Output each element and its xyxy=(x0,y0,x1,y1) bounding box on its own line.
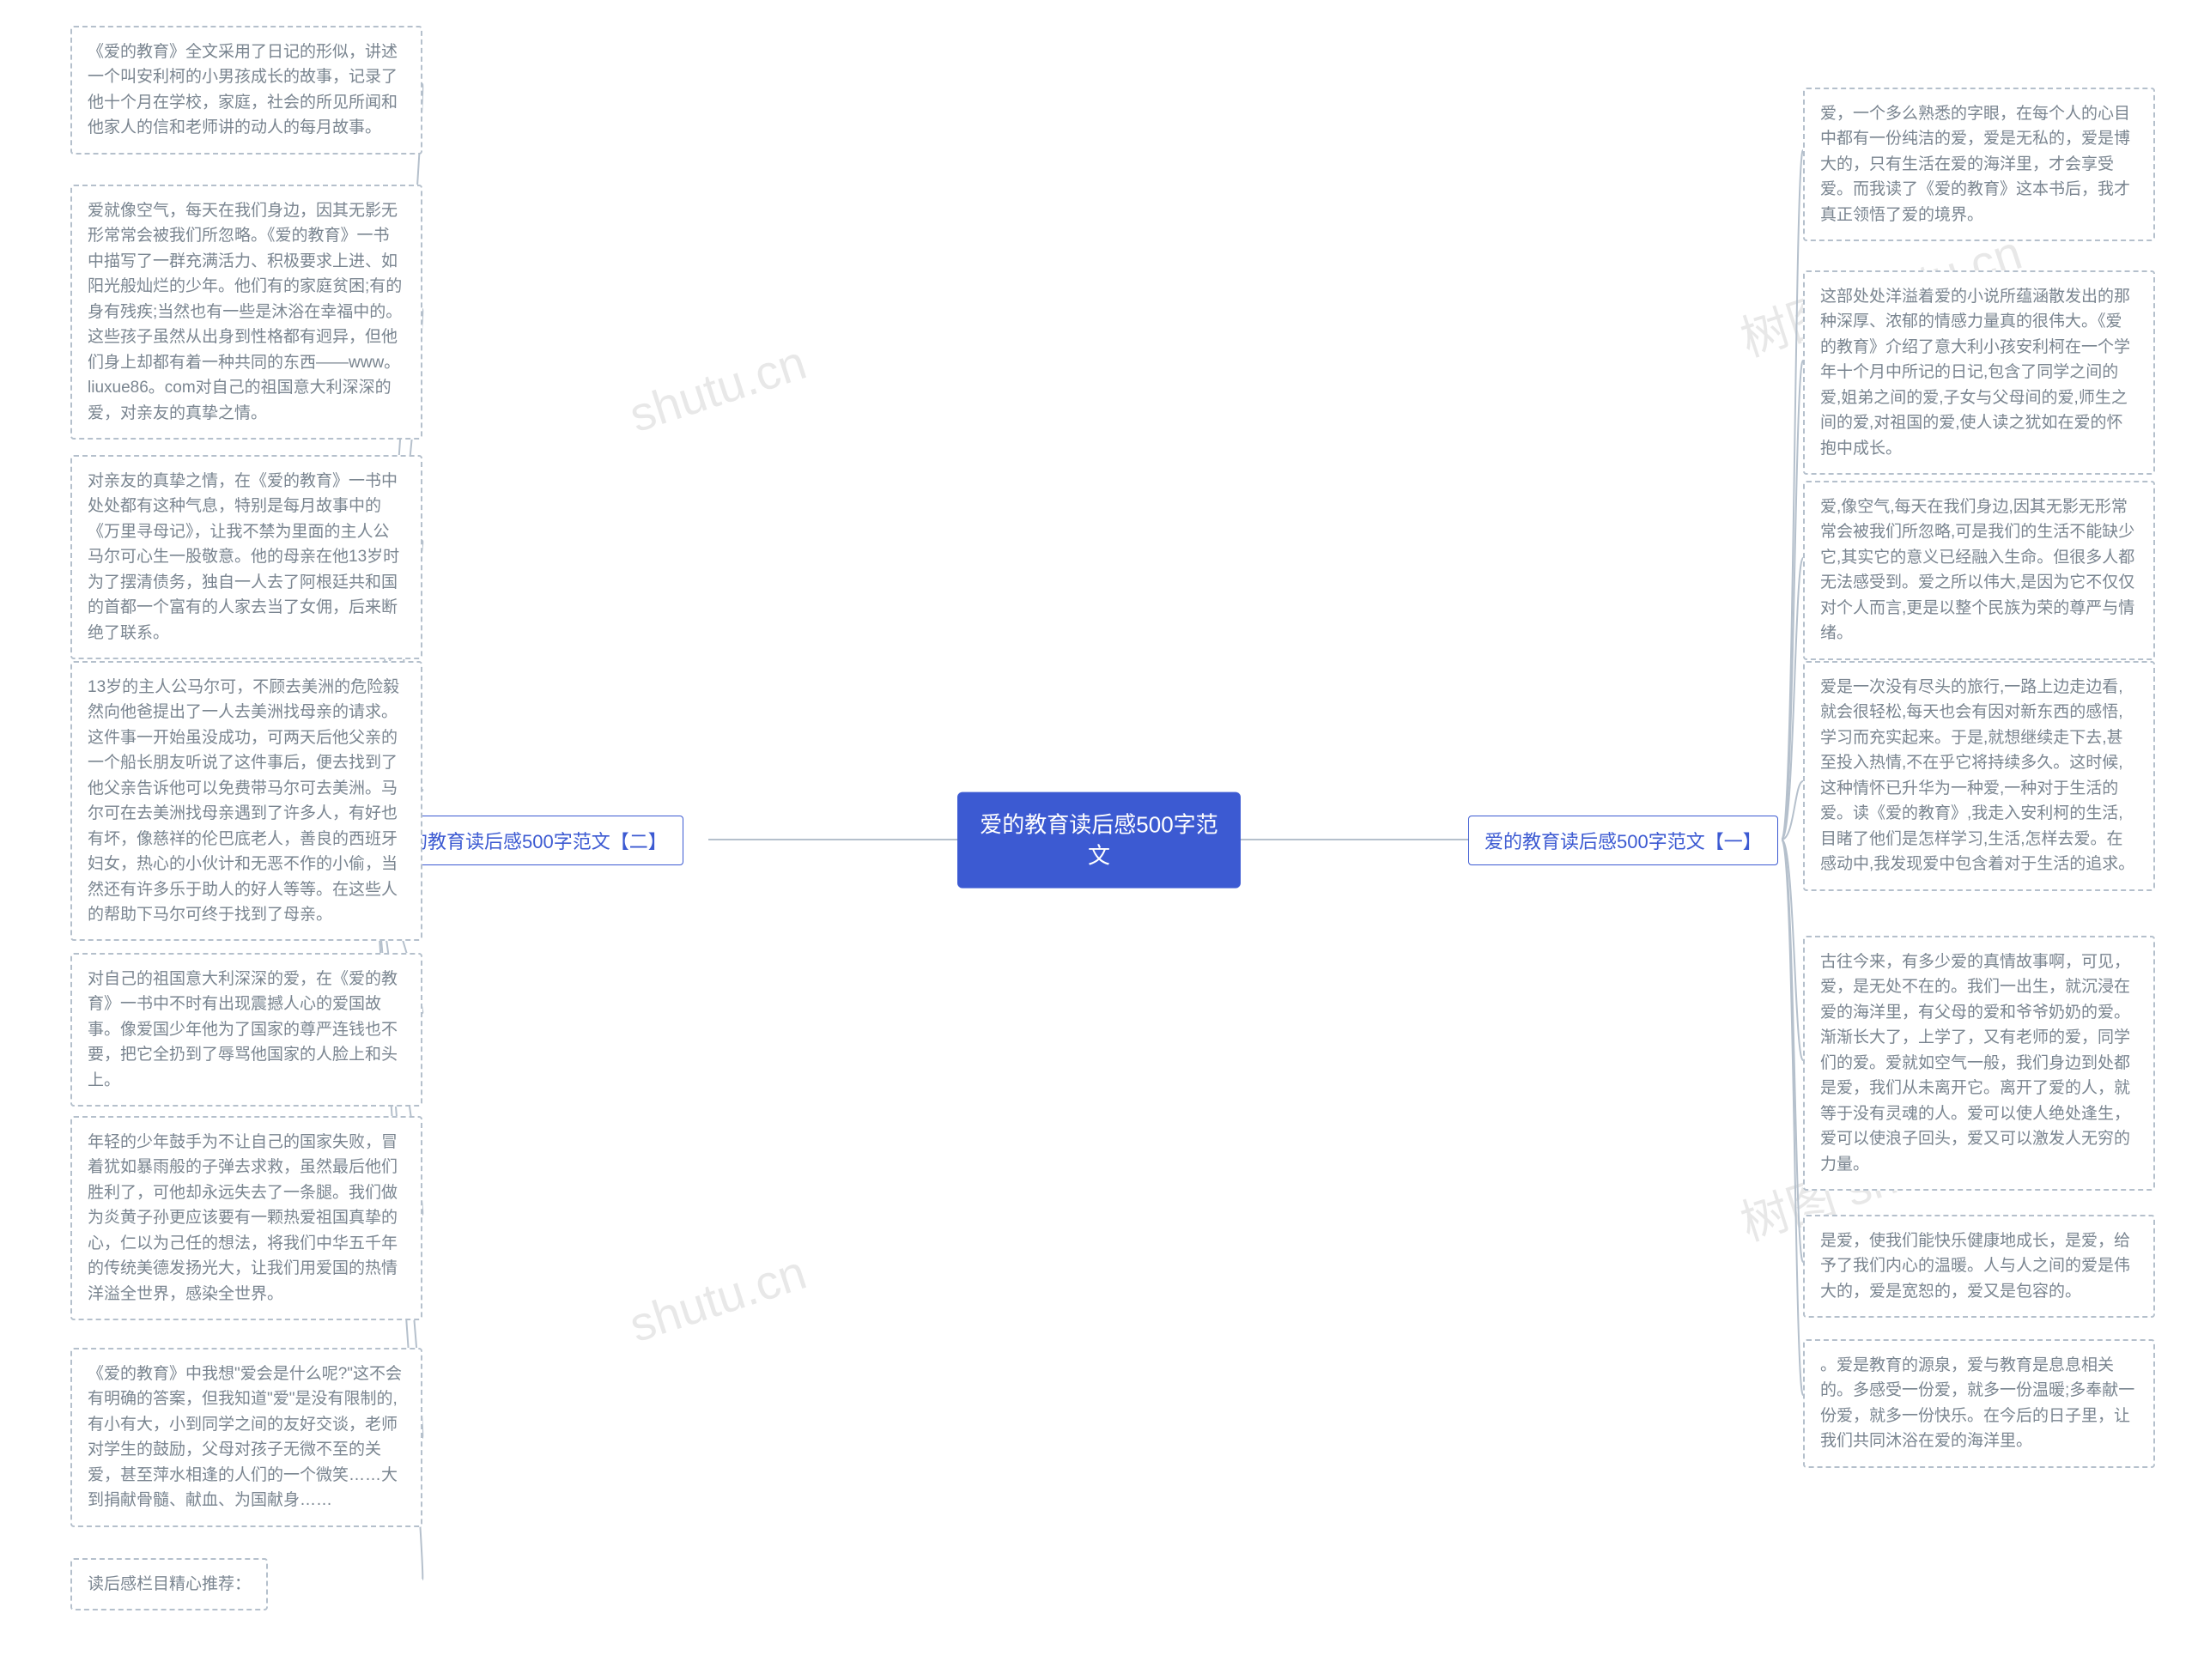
leaf-right-7[interactable]: 。爱是教育的源泉，爱与教育是息息相关的。多感受一份爱，就多一份温暖;多奉献一份爱… xyxy=(1803,1339,2155,1468)
leaf-text: 。爱是教育的源泉，爱与教育是息息相关的。多感受一份爱，就多一份温暖;多奉献一份爱… xyxy=(1820,1356,2134,1450)
leaf-text: 爱就像空气，每天在我们身边，因其无影无形常常会被我们所忽略。《爱的教育》一书中描… xyxy=(88,202,402,422)
leaf-right-5[interactable]: 古往今来，有多少爱的真情故事啊，可见，爱，是无处不在的。我们一出生，就沉浸在爱的… xyxy=(1803,936,2155,1191)
leaf-left-5[interactable]: 对自己的祖国意大利深深的爱，在《爱的教育》一书中不时有出现震撼人心的爱国故事。像… xyxy=(70,953,422,1107)
leaf-text: 古往今来，有多少爱的真情故事啊，可见，爱，是无处不在的。我们一出生，就沉浸在爱的… xyxy=(1820,953,2130,1174)
leaf-text: 是爱，使我们能快乐健康地成长，是爱，给予了我们内心的温暖。人与人之间的爱是伟大的… xyxy=(1820,1232,2130,1301)
leaf-text: 对自己的祖国意大利深深的爱，在《爱的教育》一书中不时有出现震撼人心的爱国故事。像… xyxy=(88,970,398,1089)
watermark: shutu.cn xyxy=(622,334,812,443)
leaf-right-6[interactable]: 是爱，使我们能快乐健康地成长，是爱，给予了我们内心的温暖。人与人之间的爱是伟大的… xyxy=(1803,1215,2155,1318)
leaf-text: 爱，一个多么熟悉的字眼，在每个人的心目中都有一份纯洁的爱，爱是无私的，爱是博大的… xyxy=(1820,105,2130,224)
center-node[interactable]: 爱的教育读后感500字范文 xyxy=(957,791,1241,889)
center-title: 爱的教育读后感500字范文 xyxy=(980,811,1217,868)
leaf-left-4[interactable]: 13岁的主人公马尔可，不顾去美洲的危险毅然向他爸提出了一人去美洲找母亲的请求。这… xyxy=(70,661,422,941)
branch-left-label: 爱的教育读后感500字范文【二】 xyxy=(390,831,667,852)
leaf-left-2[interactable]: 爱就像空气，每天在我们身边，因其无影无形常常会被我们所忽略。《爱的教育》一书中描… xyxy=(70,185,422,440)
leaf-text: 年轻的少年鼓手为不让自己的国家失败，冒着犹如暴雨般的子弹去求救，虽然最后他们胜利… xyxy=(88,1133,398,1303)
leaf-right-1[interactable]: 爱，一个多么熟悉的字眼，在每个人的心目中都有一份纯洁的爱，爱是无私的，爱是博大的… xyxy=(1803,88,2155,241)
branch-right-label: 爱的教育读后感500字范文【一】 xyxy=(1485,831,1762,852)
leaf-text: 爱是一次没有尽头的旅行,一路上边走边看,就会很轻松,每天也会有因对新东西的感悟,… xyxy=(1820,678,2134,873)
leaf-left-1[interactable]: 《爱的教育》全文采用了日记的形似，讲述一个叫安利柯的小男孩成长的故事，记录了他十… xyxy=(70,26,422,155)
leaf-text: 13岁的主人公马尔可，不顾去美洲的危险毅然向他爸提出了一人去美洲找母亲的请求。这… xyxy=(88,678,399,924)
leaf-right-4[interactable]: 爱是一次没有尽头的旅行,一路上边走边看,就会很轻松,每天也会有因对新东西的感悟,… xyxy=(1803,661,2155,891)
leaf-text: 这部处处洋溢着爱的小说所蕴涵散发出的那种深厚、浓郁的情感力量真的很伟大。《爱的教… xyxy=(1820,288,2130,458)
branch-right[interactable]: 爱的教育读后感500字范文【一】 xyxy=(1468,816,1778,865)
leaf-left-6[interactable]: 年轻的少年鼓手为不让自己的国家失败，冒着犹如暴雨般的子弹去求救，虽然最后他们胜利… xyxy=(70,1116,422,1320)
leaf-left-3[interactable]: 对亲友的真挚之情，在《爱的教育》一书中处处都有这种气息，特别是每月故事中的《万里… xyxy=(70,455,422,659)
leaf-text: 读后感栏目精心推荐： xyxy=(88,1575,251,1593)
leaf-text: 《爱的教育》全文采用了日记的形似，讲述一个叫安利柯的小男孩成长的故事，记录了他十… xyxy=(88,43,398,136)
leaf-text: 《爱的教育》中我想"爱会是什么呢?"这不会有明确的答案，但我知道"爱"是没有限制… xyxy=(88,1365,402,1509)
leaf-left-7[interactable]: 《爱的教育》中我想"爱会是什么呢?"这不会有明确的答案，但我知道"爱"是没有限制… xyxy=(70,1348,422,1527)
leaf-text: 爱,像空气,每天在我们身边,因其无影无形常常会被我们所忽略,可是我们的生活不能缺… xyxy=(1820,498,2134,642)
leaf-text: 对亲友的真挚之情，在《爱的教育》一书中处处都有这种气息，特别是每月故事中的《万里… xyxy=(88,472,399,642)
watermark: shutu.cn xyxy=(622,1244,812,1353)
mindmap-container: 树图 shutu.cn 树图 shutu.cn shutu.cn shutu.c… xyxy=(0,0,2198,1680)
leaf-right-2[interactable]: 这部处处洋溢着爱的小说所蕴涵散发出的那种深厚、浓郁的情感力量真的很伟大。《爱的教… xyxy=(1803,270,2155,475)
leaf-right-3[interactable]: 爱,像空气,每天在我们身边,因其无影无形常常会被我们所忽略,可是我们的生活不能缺… xyxy=(1803,481,2155,660)
leaf-left-8[interactable]: 读后感栏目精心推荐： xyxy=(70,1558,268,1610)
